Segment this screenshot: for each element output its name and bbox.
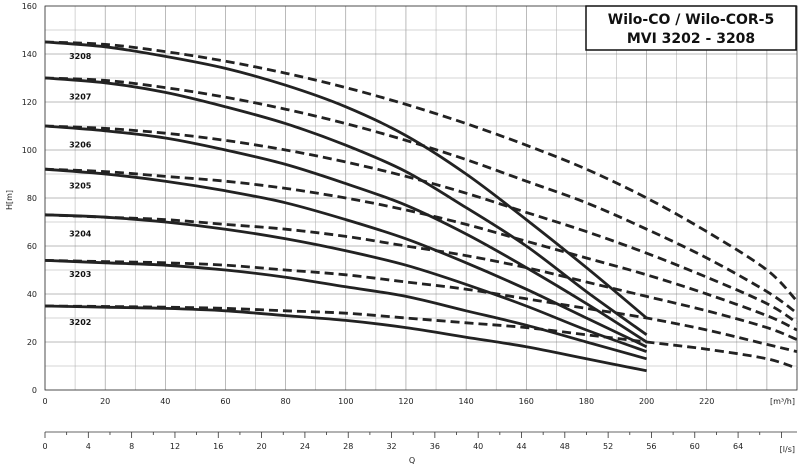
curve-3202-solid (44, 304, 647, 373)
title-box: Wilo-CO / Wilo-COR-5 MVI 3202 - 3208 (585, 5, 797, 51)
secondary-tick-label: 64 (733, 442, 743, 451)
curve-3207-dashed (44, 76, 798, 315)
secondary-tick-label: 56 (646, 442, 656, 451)
y-tick-label: 60 (27, 242, 37, 251)
x-tick-label: 180 (579, 397, 594, 406)
y-tick-label: 140 (22, 50, 37, 59)
grid (44, 5, 798, 391)
secondary-tick-label: 12 (170, 442, 180, 451)
curve-labels: 3208 3207 3206 3205 3204 3203 3202 (69, 52, 92, 327)
x-axis-label: Q (409, 456, 415, 465)
secondary-tick-label: 0 (42, 442, 47, 451)
curve-label-3206: 3206 (69, 141, 92, 150)
secondary-tick-label: 40 (473, 442, 483, 451)
curves (44, 40, 799, 373)
x-tick-label: 220 (699, 397, 714, 406)
curve-3204-solid (44, 213, 648, 353)
curve-3206-solid (44, 124, 648, 344)
secondary-tick-label: 48 (560, 442, 570, 451)
chart-title-line-1: Wilo-CO / Wilo-COR-5 (608, 12, 774, 28)
secondary-tick-label: 60 (690, 442, 700, 451)
secondary-tick-label: 20 (256, 442, 266, 451)
curve-3204-dashed (44, 213, 798, 341)
x-tick-label: 60 (220, 397, 230, 406)
curve-label-3207: 3207 (69, 93, 91, 102)
curve-label-3204: 3204 (69, 229, 92, 238)
x-tick-label: 200 (639, 397, 654, 406)
curve-3203-dashed (44, 259, 798, 353)
curve-3205-dashed (44, 167, 798, 332)
y-tick-label: 0 (32, 386, 37, 395)
secondary-tick-label: 28 (343, 442, 353, 451)
secondary-tick-label: 44 (516, 442, 526, 451)
secondary-tick-label: 36 (430, 442, 440, 451)
y-tick-label: 20 (27, 338, 37, 347)
secondary-tick-label: 8 (129, 442, 134, 451)
secondary-tick-label: 52 (603, 442, 613, 451)
curve-3203-solid (44, 259, 647, 361)
x-tick-label: 80 (281, 397, 291, 406)
x-tick-label: 120 (398, 397, 413, 406)
secondary-axis: 0 4 8 12 16 20 24 28 32 36 40 44 48 52 56 60 64 (42, 431, 797, 451)
x-tick-label: 100 (338, 397, 353, 406)
x-tick-label: 160 (519, 397, 534, 406)
axes: 0 20 40 60 80 100 120 140 160 0 20 40 60 80 100 120 140 1… (22, 2, 798, 406)
curve-label-3205: 3205 (69, 181, 92, 190)
curve-label-3202: 3202 (69, 318, 91, 327)
curve-3202-dashed (44, 304, 798, 370)
secondary-tick-label: 24 (300, 442, 310, 451)
y-tick-label: 100 (22, 146, 37, 155)
curve-label-3203: 3203 (69, 270, 91, 279)
x-tick-label: 20 (100, 397, 110, 406)
curve-3205-solid (44, 167, 648, 349)
x-tick-label: 40 (160, 397, 170, 406)
y-tick-label: 40 (27, 290, 37, 299)
chart-title-line-2: MVI 3202 - 3208 (627, 31, 755, 47)
y-tick-label: 80 (27, 194, 37, 203)
x-tick-label: 140 (458, 397, 473, 406)
secondary-tick-label: 4 (86, 442, 91, 451)
y-axis-label: H[m] (5, 190, 14, 210)
curve-3207-solid (44, 76, 648, 336)
curve-3206-dashed (44, 124, 798, 324)
curve-3208-solid (44, 40, 648, 320)
y-tick-label: 120 (22, 98, 37, 107)
secondary-tick-label: 32 (386, 442, 396, 451)
curve-3208-dashed (44, 40, 799, 303)
secondary-tick-label: 16 (213, 442, 223, 451)
curve-label-3208: 3208 (69, 52, 92, 61)
y-tick-label: 160 (22, 2, 37, 11)
x-tick-label: 0 (42, 397, 47, 406)
plot-frame (44, 5, 798, 391)
x-unit-primary: [m³/h] (770, 397, 795, 406)
x-unit-secondary: [l/s] (780, 445, 795, 454)
